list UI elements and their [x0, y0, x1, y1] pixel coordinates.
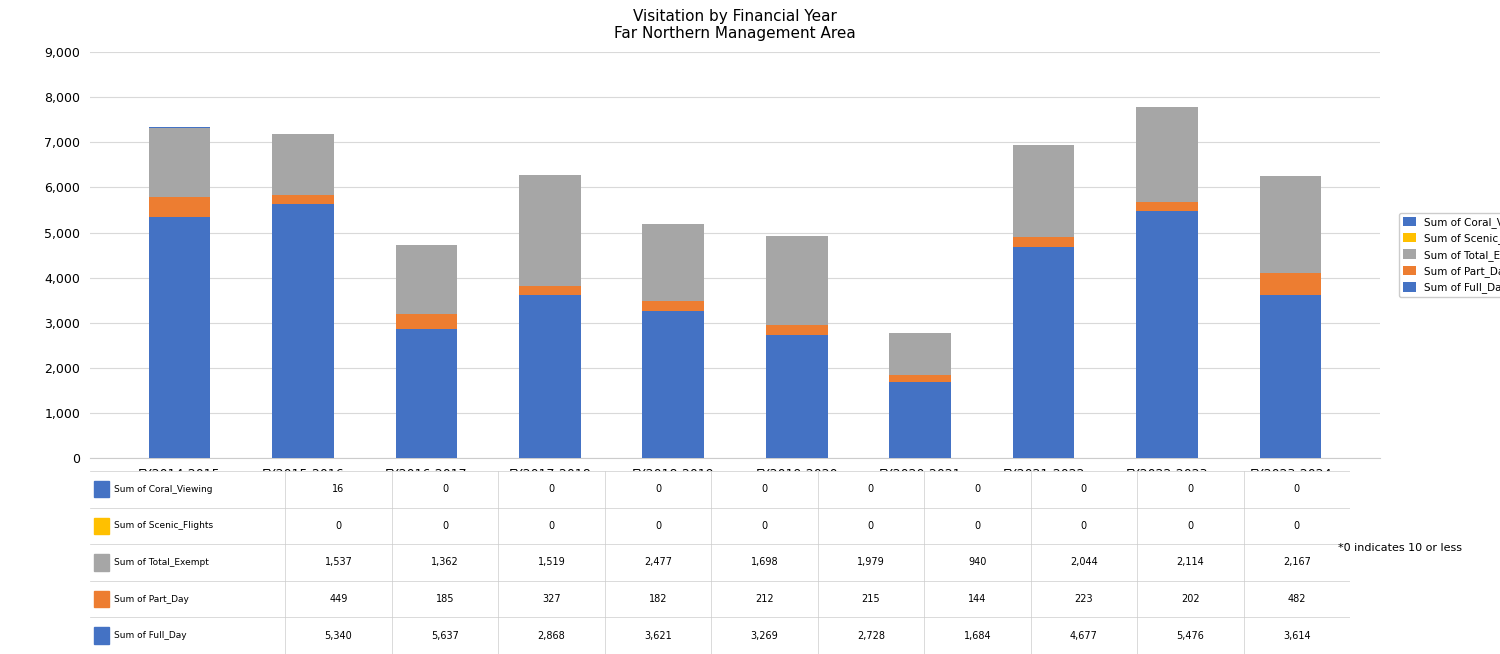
- Bar: [148, 127, 210, 128]
- Bar: [1013, 237, 1074, 247]
- Bar: [1136, 107, 1198, 202]
- Text: Sum of Coral_Viewing: Sum of Coral_Viewing: [114, 485, 213, 494]
- Text: 1,362: 1,362: [430, 557, 459, 568]
- Bar: [1136, 202, 1198, 211]
- Text: 0: 0: [762, 484, 768, 494]
- Text: 0: 0: [762, 521, 768, 531]
- Bar: [766, 325, 828, 335]
- Bar: [148, 217, 210, 458]
- Text: 0: 0: [1082, 484, 1088, 494]
- Text: 0: 0: [868, 484, 874, 494]
- Text: 0: 0: [1186, 484, 1194, 494]
- Bar: [90, 581, 1350, 617]
- Bar: [1260, 295, 1322, 458]
- Text: 2,114: 2,114: [1176, 557, 1204, 568]
- Text: Sum of Part_Day: Sum of Part_Day: [114, 594, 189, 604]
- Text: 1,979: 1,979: [856, 557, 885, 568]
- Bar: [519, 295, 580, 458]
- Bar: [396, 314, 458, 328]
- Text: 0: 0: [1082, 521, 1088, 531]
- Bar: [94, 627, 110, 644]
- Text: 1,698: 1,698: [750, 557, 778, 568]
- Text: 144: 144: [968, 594, 987, 604]
- Text: 0: 0: [1293, 484, 1300, 494]
- Text: 2,728: 2,728: [856, 630, 885, 641]
- Text: Sum of Total_Exempt: Sum of Total_Exempt: [114, 558, 209, 567]
- Text: 0: 0: [442, 484, 448, 494]
- Bar: [272, 196, 334, 204]
- Bar: [94, 481, 110, 498]
- Bar: [642, 224, 704, 301]
- Text: 0: 0: [1293, 521, 1300, 531]
- Bar: [642, 311, 704, 458]
- Bar: [890, 375, 951, 382]
- Text: 482: 482: [1287, 594, 1306, 604]
- Bar: [94, 591, 110, 608]
- Bar: [90, 508, 1350, 544]
- Text: 2,167: 2,167: [1282, 557, 1311, 568]
- Bar: [94, 517, 110, 534]
- Bar: [1260, 176, 1322, 273]
- Text: 0: 0: [336, 521, 342, 531]
- Text: 0: 0: [549, 521, 555, 531]
- Bar: [90, 544, 1350, 581]
- Text: 3,269: 3,269: [750, 630, 778, 641]
- Text: 0: 0: [442, 521, 448, 531]
- Text: *0 indicates 10 or less: *0 indicates 10 or less: [1338, 543, 1462, 553]
- Text: 16: 16: [333, 484, 345, 494]
- Bar: [94, 554, 110, 571]
- Text: 212: 212: [754, 594, 774, 604]
- Text: 327: 327: [542, 594, 561, 604]
- Bar: [396, 328, 458, 458]
- Bar: [1013, 145, 1074, 237]
- Bar: [890, 382, 951, 458]
- Title: Visitation by Financial Year
Far Northern Management Area: Visitation by Financial Year Far Norther…: [614, 9, 856, 41]
- Bar: [272, 204, 334, 458]
- Bar: [890, 333, 951, 375]
- Bar: [90, 471, 1350, 508]
- Bar: [766, 236, 828, 325]
- Bar: [148, 197, 210, 217]
- Text: 2,868: 2,868: [537, 630, 566, 641]
- Bar: [1136, 211, 1198, 458]
- Text: 449: 449: [330, 594, 348, 604]
- Text: 0: 0: [975, 521, 981, 531]
- Text: 3,614: 3,614: [1282, 630, 1311, 641]
- Text: 0: 0: [549, 484, 555, 494]
- Text: 0: 0: [1186, 521, 1194, 531]
- Text: 0: 0: [656, 484, 662, 494]
- Text: 185: 185: [436, 594, 454, 604]
- Text: 940: 940: [968, 557, 987, 568]
- Text: 5,476: 5,476: [1176, 630, 1204, 641]
- Text: 2,044: 2,044: [1070, 557, 1098, 568]
- Bar: [1260, 273, 1322, 295]
- Text: 0: 0: [656, 521, 662, 531]
- Text: 5,340: 5,340: [324, 630, 352, 641]
- Bar: [148, 128, 210, 197]
- Bar: [90, 617, 1350, 654]
- Text: 1,684: 1,684: [963, 630, 992, 641]
- Bar: [272, 134, 334, 196]
- Bar: [642, 301, 704, 311]
- Bar: [1013, 247, 1074, 458]
- Text: 0: 0: [868, 521, 874, 531]
- Bar: [519, 175, 580, 286]
- Text: 5,637: 5,637: [430, 630, 459, 641]
- Text: 223: 223: [1074, 594, 1094, 604]
- Text: 3,621: 3,621: [644, 630, 672, 641]
- Text: 4,677: 4,677: [1070, 630, 1098, 641]
- Text: Sum of Scenic_Flights: Sum of Scenic_Flights: [114, 521, 213, 530]
- Text: 182: 182: [648, 594, 668, 604]
- Text: 2,477: 2,477: [644, 557, 672, 568]
- Text: 1,519: 1,519: [537, 557, 566, 568]
- Text: 215: 215: [861, 594, 880, 604]
- Text: 1,537: 1,537: [324, 557, 352, 568]
- Text: Sum of Full_Day: Sum of Full_Day: [114, 631, 186, 640]
- Legend: Sum of Coral_Viewing, Sum of Scenic_Flights, Sum of Total_Exempt, Sum of Part_Da: Sum of Coral_Viewing, Sum of Scenic_Flig…: [1400, 213, 1500, 298]
- Bar: [766, 335, 828, 458]
- Text: 0: 0: [975, 484, 981, 494]
- Text: 202: 202: [1180, 594, 1200, 604]
- Bar: [396, 245, 458, 314]
- Bar: [519, 286, 580, 295]
